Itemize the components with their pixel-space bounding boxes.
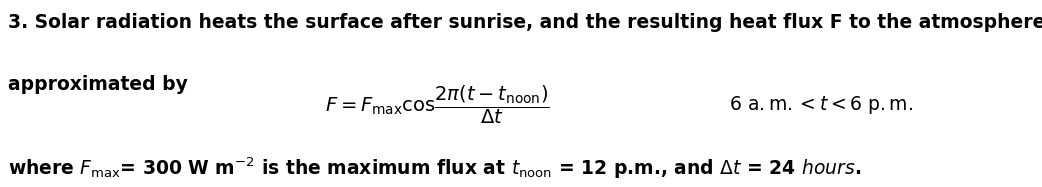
Text: approximated by: approximated by — [8, 75, 189, 94]
Text: 3. Solar radiation heats the surface after sunrise, and the resulting heat flux : 3. Solar radiation heats the surface aft… — [8, 13, 1042, 32]
Text: where $F_{\mathrm{max}}$= 300 W m$^{-2}$ is the maximum flux at $t_{\mathrm{noon: where $F_{\mathrm{max}}$= 300 W m$^{-2}$… — [8, 155, 862, 181]
Text: $F = F_{\mathrm{max}}\mathrm{cos}\dfrac{2\pi(t - t_{\mathrm{noon}})}{\Delta t}$: $F = F_{\mathrm{max}}\mathrm{cos}\dfrac{… — [325, 84, 550, 126]
Text: $6\ \mathrm{a.m.} < t < 6\ \mathrm{p.m.}$: $6\ \mathrm{a.m.} < t < 6\ \mathrm{p.m.}… — [729, 94, 914, 116]
